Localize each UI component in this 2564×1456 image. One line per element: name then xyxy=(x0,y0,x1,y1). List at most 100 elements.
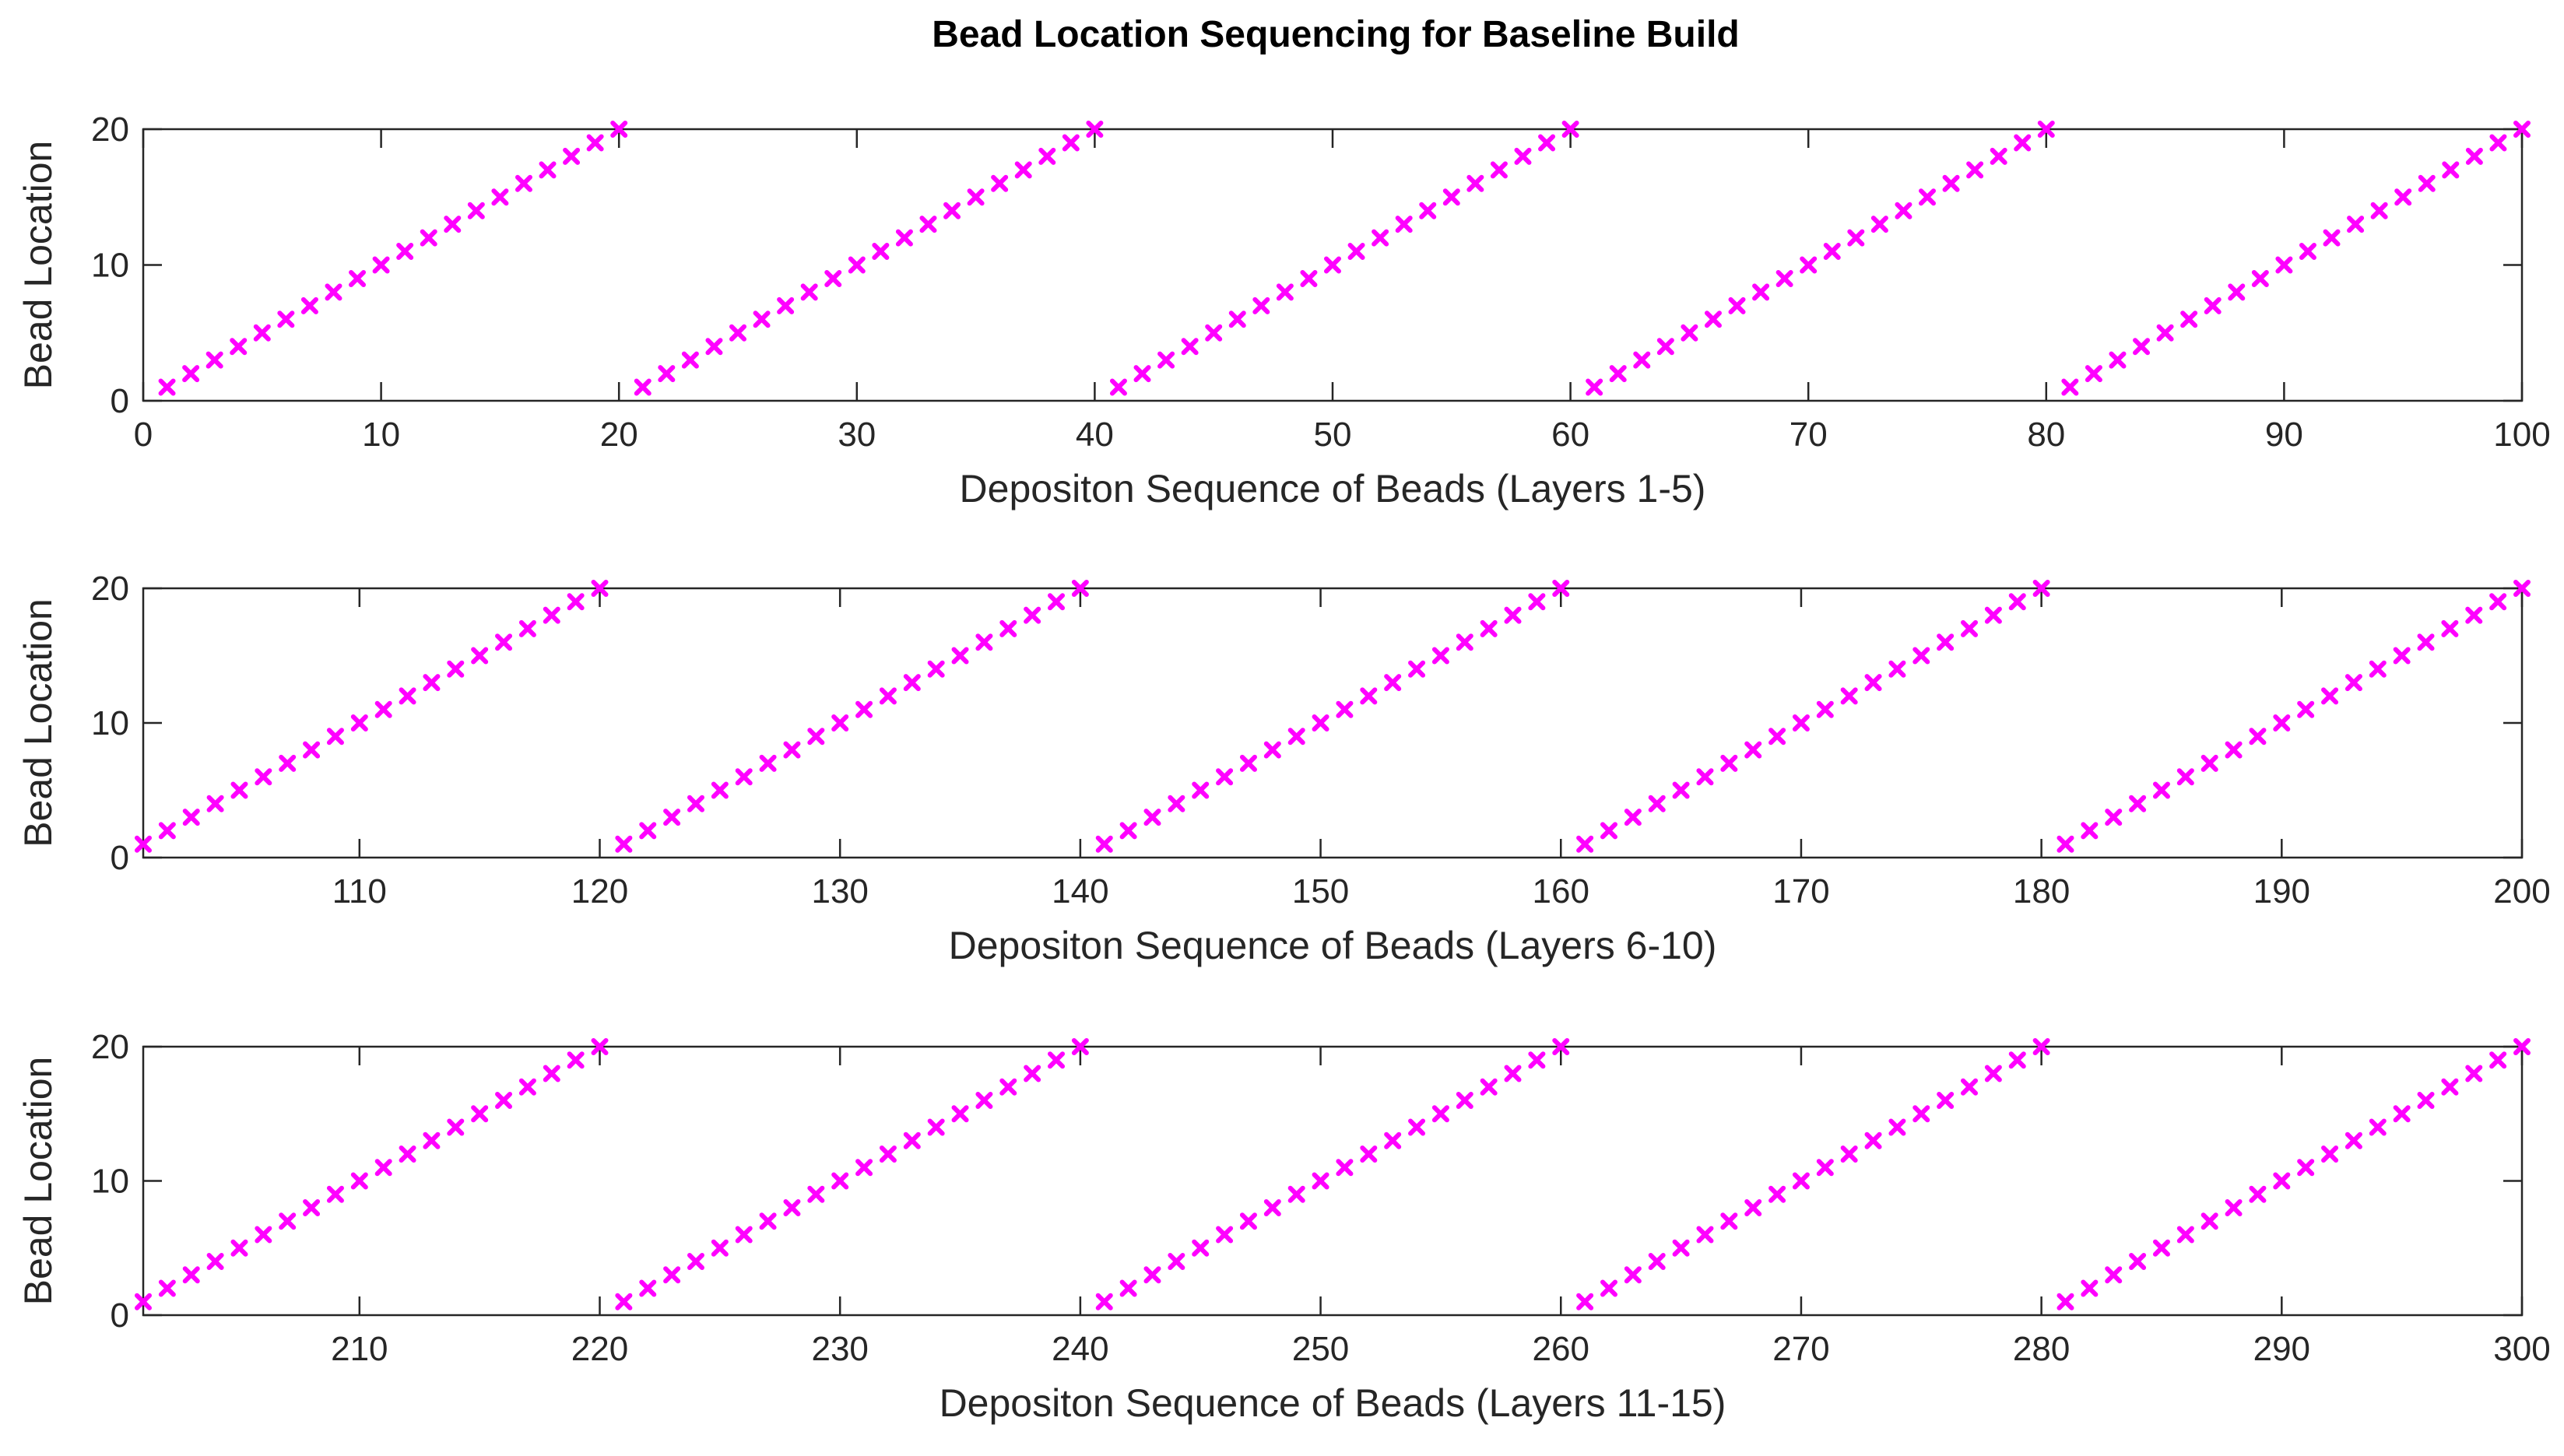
data-point xyxy=(1168,1253,1185,1270)
data-point xyxy=(639,1279,657,1297)
data-point xyxy=(1480,619,1498,637)
data-point xyxy=(372,256,390,274)
data-point xyxy=(1048,593,1066,611)
data-point xyxy=(325,283,342,301)
data-point xyxy=(634,378,652,396)
data-point xyxy=(1024,1065,1041,1082)
subplot-3: 210 220 230 240 250 260 270 280 290 300 0 10 20 Depos… xyxy=(16,1028,2551,1425)
data-point xyxy=(711,1239,729,1257)
data-point xyxy=(230,338,248,356)
data-point xyxy=(2417,1092,2435,1109)
data-point xyxy=(1609,365,1627,383)
data-point xyxy=(1576,1293,1594,1310)
data-point xyxy=(1324,256,1341,274)
data-point xyxy=(1656,338,1674,356)
data-point xyxy=(2418,174,2436,192)
data-point xyxy=(1287,1185,1305,1203)
data-point xyxy=(518,619,536,637)
data-point xyxy=(1696,1226,1714,1244)
data-point xyxy=(2200,754,2218,772)
data-point xyxy=(206,795,224,812)
y-tick-label: 0 xyxy=(111,839,129,877)
data-point xyxy=(1216,768,1234,786)
data-point xyxy=(615,1293,633,1310)
data-point xyxy=(1744,1199,1762,1216)
data-point xyxy=(735,768,753,786)
subplot-1: 0 10 20 30 40 50 60 70 80 90 100 0 10 20 Depositon Seq… xyxy=(16,111,2551,510)
data-point xyxy=(895,229,913,247)
data-point xyxy=(2249,728,2267,746)
data-point xyxy=(1744,741,1762,759)
data-point xyxy=(2109,351,2127,369)
data-point xyxy=(158,822,176,840)
data-point xyxy=(1490,161,1508,179)
data-point xyxy=(1168,795,1185,812)
x-tick-label: 40 xyxy=(1076,416,1114,454)
data-point xyxy=(615,835,633,853)
data-point xyxy=(759,754,777,772)
data-point xyxy=(2204,296,2222,314)
y-tick-label: 0 xyxy=(111,1296,129,1335)
data-point xyxy=(2465,1065,2483,1082)
data-point xyxy=(447,1118,465,1136)
data-point xyxy=(1728,296,1746,314)
data-point xyxy=(1720,754,1738,772)
data-point xyxy=(326,1185,344,1203)
data-point xyxy=(467,202,485,219)
data-point xyxy=(2081,1279,2099,1297)
x-axis-label: Depositon Sequence of Beads (Layers 6-10… xyxy=(949,924,1717,967)
data-point xyxy=(1919,188,1936,206)
data-point xyxy=(927,660,945,678)
x-tick-label: 120 xyxy=(571,872,628,910)
data-point xyxy=(2273,1172,2291,1190)
data-point xyxy=(2225,741,2243,759)
data-point xyxy=(663,1266,681,1284)
data-point xyxy=(1552,1038,1570,1055)
data-point xyxy=(1672,781,1690,799)
data-point xyxy=(1704,310,1722,328)
data-point xyxy=(2105,1266,2123,1284)
data-point xyxy=(1300,269,1318,287)
data-point xyxy=(495,1092,513,1109)
data-point xyxy=(1384,1131,1402,1149)
data-point xyxy=(1937,633,1955,651)
data-point xyxy=(543,1065,560,1082)
data-point xyxy=(2105,809,2123,826)
data-point xyxy=(399,687,416,705)
x-tick-label: 290 xyxy=(2253,1330,2310,1368)
data-point xyxy=(2061,378,2079,396)
data-point xyxy=(1648,795,1666,812)
data-point xyxy=(1792,1172,1810,1190)
data-point xyxy=(1239,1212,1257,1230)
data-point xyxy=(1528,1051,1546,1069)
data-point xyxy=(2465,606,2483,624)
data-point xyxy=(879,1146,897,1163)
data-point xyxy=(1984,1065,2002,1082)
data-point xyxy=(2297,1159,2315,1177)
x-tick-label: 270 xyxy=(1772,1330,1829,1368)
data-point xyxy=(919,216,937,233)
data-point xyxy=(831,714,849,732)
data-point xyxy=(658,365,676,383)
data-point xyxy=(1133,365,1151,383)
data-point xyxy=(471,647,489,665)
x-tick-label: 300 xyxy=(2493,1330,2550,1368)
data-point xyxy=(777,296,795,314)
data-point xyxy=(1312,1172,1329,1190)
data-point xyxy=(1696,768,1714,786)
y-axis-label: Bead Location xyxy=(16,598,60,847)
data-point xyxy=(927,1118,945,1136)
data-point xyxy=(2513,121,2531,138)
data-point xyxy=(567,593,585,611)
data-point xyxy=(2465,147,2483,165)
axes-box xyxy=(142,587,2524,859)
data-point xyxy=(2152,781,2170,799)
data-point xyxy=(2251,269,2269,287)
data-point xyxy=(2393,1105,2411,1123)
data-point xyxy=(1143,809,1161,826)
data-point xyxy=(1276,283,1294,301)
data-point xyxy=(872,243,890,261)
data-point xyxy=(2513,1038,2531,1055)
data-point xyxy=(420,229,437,247)
data-point xyxy=(1431,647,1449,665)
